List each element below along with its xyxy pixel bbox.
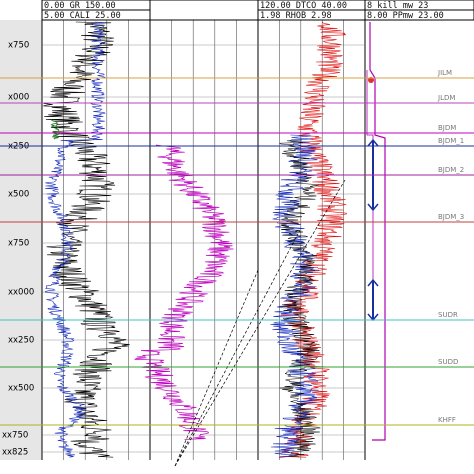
- dashed-link: [174, 269, 259, 467]
- top-label: JILM: [437, 69, 452, 77]
- depth-label: x750: [8, 239, 29, 249]
- top-label: JLDM: [437, 94, 455, 102]
- dashed-link: [174, 229, 301, 467]
- dashed-link: [174, 179, 346, 467]
- kill-mw-line: [369, 22, 386, 441]
- log-curve: [134, 144, 234, 440]
- arrow-head: [367, 138, 379, 212]
- log-curve: [43, 21, 130, 458]
- header-cali: 5.00 CALI 25.00: [44, 11, 121, 21]
- log-curve: [50, 119, 60, 140]
- top-label: KHFF: [438, 416, 456, 424]
- header-cell: [149, 0, 259, 21]
- depth-label: x750: [8, 41, 29, 51]
- log-curve: [270, 134, 320, 458]
- header-ppmw: 8.00 PPmw 23.00: [367, 11, 444, 21]
- depth-track: [0, 20, 42, 460]
- depth-label: xx500: [8, 384, 34, 394]
- top-label: BJDM: [438, 124, 456, 132]
- formation-tops: JILM JLDM BJDM BJDM_1 BJDM_2 BJDM_3 SUDR SUDD KH…: [0, 69, 474, 426]
- log-curve: [279, 139, 321, 458]
- depth-label: xx750: [2, 431, 28, 441]
- header-rhob: 1.98 RHOB 2.98: [260, 11, 332, 21]
- curves: [43, 21, 386, 467]
- top-label: BJDM_1: [438, 137, 464, 145]
- grid: x750x000x250x500x750xx000xx250xx500xx750…: [2, 20, 366, 460]
- top-label: SUDR: [438, 311, 458, 319]
- top-label: BJDM_2: [438, 166, 464, 174]
- depth-label: xx825: [2, 448, 28, 458]
- header-gr: 0.00 GR 150.00: [44, 1, 116, 11]
- log-curve: [44, 21, 106, 458]
- depth-label: xx000: [8, 288, 34, 298]
- log-curve: [279, 21, 347, 458]
- depth-label: x000: [8, 93, 29, 103]
- header-kill-mw: 8 kill_mw 23: [367, 1, 428, 11]
- depth-label: x500: [8, 190, 29, 200]
- top-label: BJDM_3: [438, 213, 464, 221]
- depth-label: xx250: [8, 336, 34, 346]
- header-dtco: 120.00 DTCO 40.00: [260, 1, 347, 11]
- top-label: SUDD: [438, 358, 458, 366]
